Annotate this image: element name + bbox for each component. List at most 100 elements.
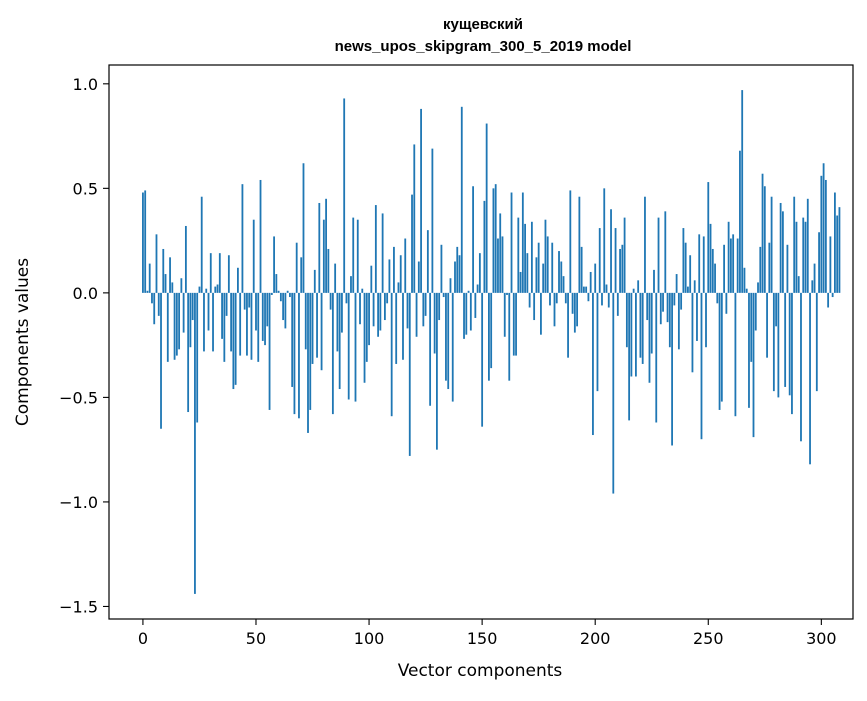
bar	[368, 292, 370, 346]
bar	[533, 292, 536, 321]
bar	[702, 236, 705, 293]
bar	[171, 282, 174, 293]
bar	[827, 292, 830, 308]
bar	[748, 292, 750, 408]
bar	[515, 292, 517, 356]
bar	[216, 284, 219, 293]
bar	[237, 267, 239, 293]
x-tick-label: 50	[246, 629, 266, 648]
bar	[298, 292, 300, 419]
x-tick-label: 250	[693, 629, 724, 648]
bar	[207, 292, 210, 331]
bar	[189, 292, 192, 348]
bar	[390, 292, 393, 417]
bar	[589, 271, 592, 293]
y-tick-label: 0.0	[73, 284, 98, 303]
bar	[490, 292, 493, 369]
bar	[664, 211, 667, 293]
bar	[691, 292, 694, 373]
bar	[377, 292, 380, 337]
bar	[576, 292, 579, 327]
bar	[610, 209, 612, 293]
bar	[605, 284, 608, 293]
bar	[454, 261, 456, 293]
bar	[205, 288, 208, 293]
bar	[650, 292, 653, 354]
bar	[325, 198, 327, 293]
bar	[641, 292, 644, 364]
bar	[311, 292, 314, 364]
bar	[304, 292, 307, 350]
bar	[653, 269, 655, 293]
bar	[551, 242, 554, 293]
bar	[476, 284, 479, 293]
bar	[824, 179, 827, 293]
bar	[356, 219, 359, 293]
bar	[331, 292, 334, 415]
bar	[506, 292, 508, 295]
bar	[684, 242, 687, 293]
bar	[815, 292, 818, 392]
bar	[194, 292, 196, 594]
bar	[241, 184, 244, 293]
bar	[436, 292, 438, 450]
bar	[818, 232, 820, 293]
bar	[768, 242, 771, 293]
bar	[255, 292, 257, 331]
bar	[508, 292, 511, 381]
bar	[655, 292, 658, 423]
bar	[406, 292, 409, 329]
bar	[164, 274, 167, 293]
bar	[639, 292, 642, 358]
bar	[266, 292, 269, 327]
bar	[449, 278, 452, 293]
bar	[619, 248, 621, 293]
bar	[347, 292, 350, 400]
bar	[420, 108, 422, 293]
bar	[438, 292, 441, 321]
bar	[736, 238, 739, 293]
bar	[732, 234, 735, 293]
bar	[680, 292, 683, 310]
bar	[763, 186, 766, 293]
bar	[268, 292, 271, 410]
bar	[594, 263, 597, 293]
bar	[528, 292, 531, 308]
bar	[322, 219, 325, 293]
bar	[745, 288, 748, 293]
bar	[370, 265, 373, 293]
bar	[230, 292, 233, 352]
bar	[386, 292, 389, 304]
bar	[184, 225, 187, 293]
bar	[578, 196, 581, 293]
bar	[791, 292, 793, 415]
bar	[469, 292, 472, 331]
bar	[804, 221, 807, 293]
bar	[173, 292, 176, 360]
bar	[838, 207, 841, 293]
bar	[415, 292, 418, 337]
bar	[223, 292, 226, 362]
bar	[501, 236, 504, 293]
bar	[429, 292, 432, 406]
bar	[535, 257, 538, 293]
bar	[544, 219, 547, 293]
bar	[519, 271, 522, 293]
bar	[757, 282, 759, 293]
bar	[542, 263, 545, 293]
bar	[313, 269, 316, 293]
bar	[596, 292, 599, 392]
bar	[383, 292, 386, 321]
bar	[175, 292, 178, 356]
bar	[497, 238, 499, 293]
bar	[388, 259, 391, 293]
bar	[709, 223, 712, 293]
bar	[700, 292, 703, 440]
bar	[214, 286, 217, 293]
bar	[727, 221, 730, 293]
x-tick-label: 0	[138, 629, 148, 648]
bar	[289, 292, 291, 298]
bar	[806, 198, 809, 293]
bar	[361, 288, 364, 293]
